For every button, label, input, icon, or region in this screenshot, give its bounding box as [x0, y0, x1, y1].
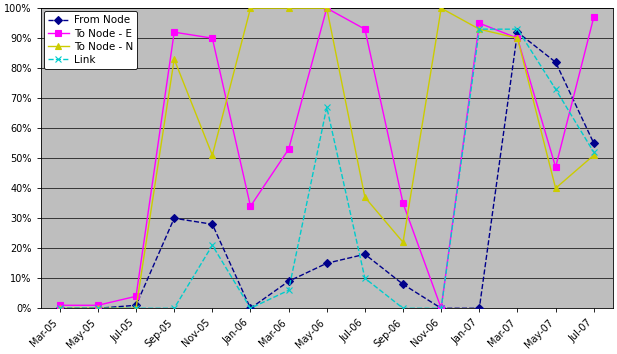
To Node - E [437, 306, 445, 310]
From Node [323, 261, 331, 266]
To Node - N [285, 6, 292, 10]
To Node - N [94, 306, 102, 310]
Link [170, 306, 178, 310]
To Node - E [476, 21, 483, 25]
To Node - E [590, 15, 597, 19]
From Node [514, 30, 521, 34]
To Node - N [590, 153, 597, 157]
To Node - E [56, 303, 64, 307]
To Node - N [552, 186, 560, 190]
To Node - E [361, 27, 368, 31]
Link [133, 306, 140, 310]
To Node - N [247, 6, 254, 10]
Link [209, 243, 216, 247]
From Node [552, 60, 560, 64]
Line: From Node: From Node [57, 29, 597, 311]
Line: To Node - N: To Node - N [57, 5, 597, 311]
From Node [94, 306, 102, 310]
To Node - E [323, 6, 331, 10]
To Node - E [247, 204, 254, 209]
To Node - E [94, 303, 102, 307]
To Node - N [209, 153, 216, 157]
To Node - N [56, 306, 64, 310]
Link [94, 306, 102, 310]
Link [285, 288, 292, 292]
Link [590, 150, 597, 154]
From Node [361, 252, 368, 256]
From Node [590, 141, 597, 145]
From Node [56, 306, 64, 310]
To Node - N [514, 36, 521, 40]
From Node [133, 303, 140, 307]
To Node - E [209, 36, 216, 40]
From Node [170, 216, 178, 221]
To Node - N [476, 27, 483, 31]
Link [514, 27, 521, 31]
Link [552, 87, 560, 91]
Link [437, 306, 445, 310]
To Node - E [552, 165, 560, 169]
To Node - N [437, 6, 445, 10]
From Node [209, 222, 216, 226]
To Node - E [285, 147, 292, 152]
To Node - E [514, 36, 521, 40]
From Node [285, 279, 292, 284]
Link [361, 276, 368, 280]
To Node - E [399, 201, 407, 205]
Legend: From Node, To Node - E, To Node - N, Link: From Node, To Node - E, To Node - N, Lin… [44, 11, 138, 69]
To Node - N [170, 57, 178, 61]
Link [247, 306, 254, 310]
To Node - N [133, 306, 140, 310]
Line: Link: Link [57, 27, 597, 311]
Link [56, 306, 64, 310]
From Node [476, 306, 483, 310]
Link [399, 306, 407, 310]
To Node - N [361, 195, 368, 199]
To Node - N [399, 240, 407, 244]
Link [476, 27, 483, 31]
To Node - E [170, 30, 178, 34]
To Node - N [323, 6, 331, 10]
To Node - E [133, 294, 140, 298]
Link [323, 105, 331, 109]
From Node [247, 306, 254, 310]
From Node [399, 282, 407, 286]
From Node [437, 306, 445, 310]
Line: To Node - E: To Node - E [57, 5, 597, 311]
